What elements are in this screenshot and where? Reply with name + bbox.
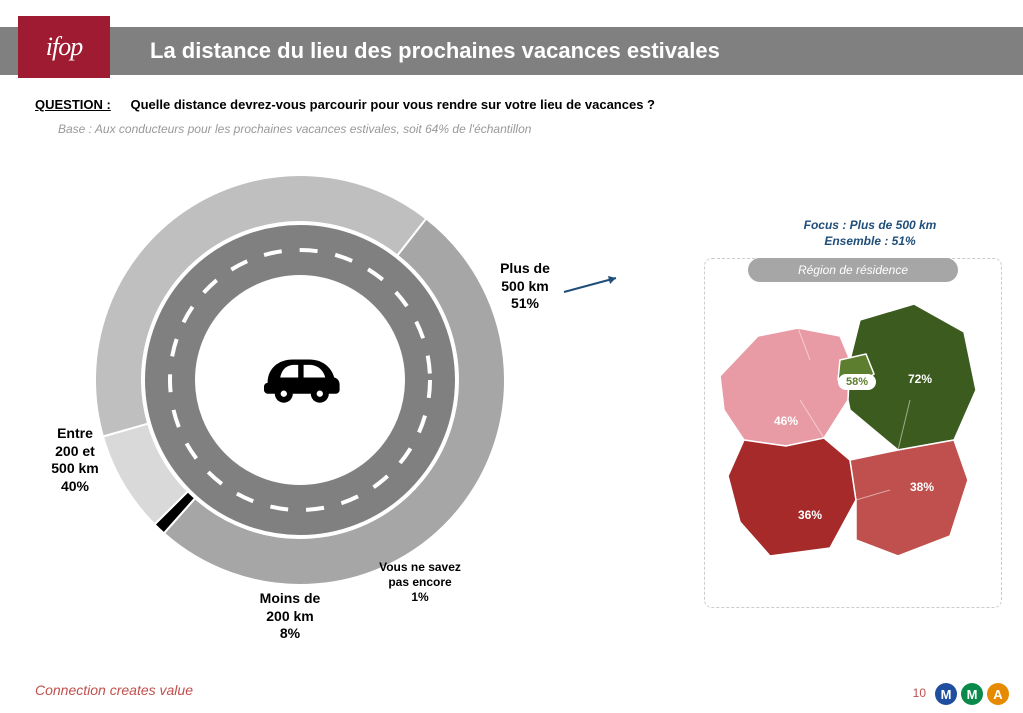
logo-a-orange: A xyxy=(987,683,1009,705)
map-label-se: 38% xyxy=(910,480,934,494)
question-text: Quelle distance devrez-vous parcourir po… xyxy=(130,97,655,112)
focus-text: Focus : Plus de 500 kmEnsemble : 51% xyxy=(730,218,1010,249)
france-map: 72% 58% 46% 38% 36% xyxy=(700,290,1000,570)
question-label: QUESTION : xyxy=(35,97,111,112)
page-number: 10 xyxy=(913,686,926,700)
base-text: Base : Aux conducteurs pour les prochain… xyxy=(58,122,531,136)
ifop-logo: ifop xyxy=(18,16,110,78)
logo-m-green: M xyxy=(961,683,983,705)
map-label-nw: 46% xyxy=(774,414,798,428)
question-row: QUESTION : Quelle distance devrez-vous p… xyxy=(35,97,655,112)
car-icon xyxy=(255,348,345,413)
region-pill: Région de résidence xyxy=(748,258,958,282)
label-entre: Entre 200 et 500 km 40% xyxy=(35,425,115,495)
donut-chart: Plus de 500 km 51% Vous ne savez pas enc… xyxy=(90,170,510,590)
ifop-logo-text: ifop xyxy=(46,32,82,62)
arrow-icon xyxy=(560,270,630,305)
map-label-sw: 36% xyxy=(798,508,822,522)
map-label-ne: 72% xyxy=(908,372,932,386)
logo-m-blue: M xyxy=(935,683,957,705)
label-moins200: Moins de 200 km 8% xyxy=(245,590,335,643)
header-bar: La distance du lieu des prochaines vacan… xyxy=(0,27,1023,75)
label-nsp: Vous ne savez pas encore 1% xyxy=(365,560,475,605)
footer-logos: M M A xyxy=(935,683,1009,705)
page-title: La distance du lieu des prochaines vacan… xyxy=(150,38,720,64)
map-label-idf: 58% xyxy=(838,374,876,390)
label-plus500: Plus de 500 km 51% xyxy=(480,260,570,313)
footer-tagline: Connection creates value xyxy=(35,682,193,698)
